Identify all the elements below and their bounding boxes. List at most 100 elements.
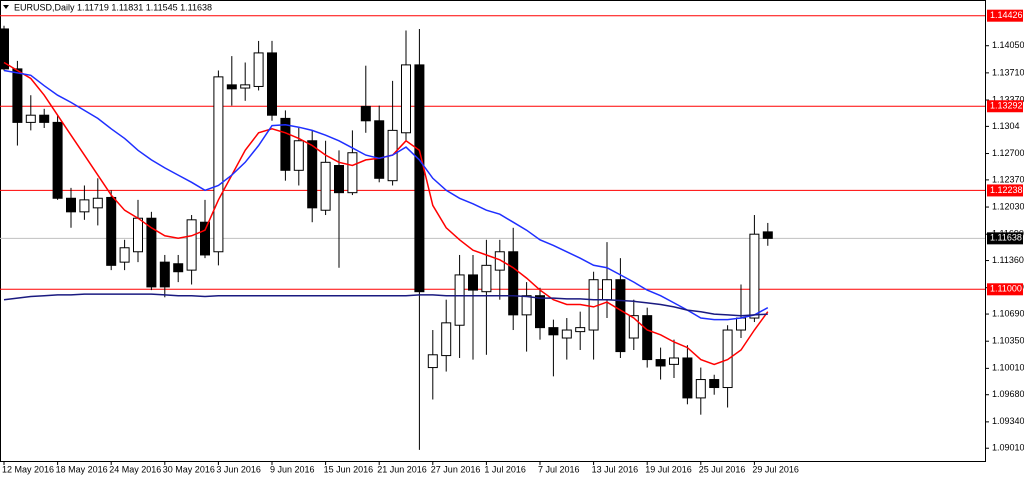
x-tick-label: 30 May 2016 — [163, 464, 215, 474]
candle-body — [427, 354, 438, 369]
y-tick-label: 1.13370 — [992, 94, 1024, 104]
candle-body — [401, 64, 411, 134]
x-tick-label: 1 Jul 2016 — [484, 464, 526, 474]
candle-body — [508, 251, 519, 316]
candle-body — [240, 84, 251, 89]
x-tick-label: 25 Jul 2016 — [699, 464, 746, 474]
price-line-label: 1.11638 — [990, 233, 1022, 243]
candle-body — [628, 315, 639, 339]
level-line-tag — [987, 184, 1023, 197]
candle-body — [320, 161, 331, 211]
candle-body — [293, 140, 304, 171]
candle-body — [0, 28, 9, 70]
y-tick-label: 1.10690 — [992, 308, 1024, 318]
candle-body — [655, 359, 666, 367]
level-line-label: 1.11000 — [990, 284, 1022, 294]
candle-body — [39, 114, 50, 123]
y-tick-label: 1.13710 — [992, 67, 1024, 77]
x-tick-label: 24 May 2016 — [109, 464, 161, 474]
y-tick-label: 1.09010 — [992, 443, 1024, 453]
candle-body — [133, 217, 143, 253]
y-tick-label: 1.10010 — [992, 363, 1024, 373]
candle-body — [669, 357, 679, 365]
candle-body — [186, 219, 197, 271]
level-line-label: 1.12238 — [990, 185, 1023, 195]
x-tick-label: 29 Jul 2016 — [752, 464, 799, 474]
candle-body — [535, 295, 545, 329]
x-tick-label: 3 Jun 2016 — [216, 464, 261, 474]
x-tick-label: 9 Jun 2016 — [270, 464, 315, 474]
candle-body — [521, 295, 532, 316]
candle-body — [159, 261, 170, 288]
level-line-tag — [987, 283, 1023, 296]
x-tick-label: 18 May 2016 — [56, 464, 108, 474]
candle-body — [173, 263, 184, 273]
y-tick-label: 1.14050 — [992, 40, 1024, 50]
candle-body — [548, 327, 559, 336]
candle-body — [374, 120, 385, 179]
candle-body — [213, 76, 224, 253]
candle-body — [736, 317, 746, 331]
y-tick-label: 1.12370 — [992, 174, 1024, 184]
candle-body — [494, 251, 505, 271]
candle-body — [561, 329, 572, 339]
candle-body — [709, 379, 720, 389]
moving-average — [3, 69, 769, 321]
candle-body — [25, 114, 36, 123]
y-tick-label: 1.11360 — [992, 255, 1024, 265]
candle-body — [307, 140, 318, 209]
candle-body — [588, 279, 599, 331]
level-line-label: 1.14426 — [990, 10, 1023, 20]
candle-body — [468, 274, 478, 291]
candle-body — [253, 52, 264, 87]
candle-body — [280, 117, 291, 171]
candle-body — [106, 196, 117, 266]
candle-body — [360, 105, 371, 122]
x-tick-label: 7 Jul 2016 — [538, 464, 580, 474]
level-line-tag — [987, 9, 1023, 22]
candle-body — [119, 247, 130, 263]
y-tick-label: 1.10350 — [992, 336, 1024, 346]
chart-title: EURUSD,Daily 1.11719 1.11831 1.11545 1.1… — [14, 2, 212, 12]
y-tick-label: 1.12700 — [992, 148, 1024, 158]
candle-body — [334, 165, 344, 194]
candle-body — [12, 68, 23, 123]
candle-body — [762, 231, 773, 239]
candle-body — [52, 121, 63, 199]
candle-body — [66, 197, 76, 213]
y-tick-label: 1.12030 — [992, 201, 1024, 211]
candle-body — [615, 279, 626, 353]
candle-body — [481, 264, 492, 293]
candle-body — [146, 217, 157, 288]
moving-average — [3, 293, 768, 317]
x-tick-label: 27 Jun 2016 — [431, 464, 481, 474]
x-tick-label: 21 Jun 2016 — [377, 464, 427, 474]
x-tick-label: 12 May 2016 — [2, 464, 54, 474]
candle-body — [226, 84, 237, 90]
x-tick-label: 13 Jul 2016 — [592, 464, 639, 474]
candle-body — [575, 327, 586, 333]
candle-body — [682, 357, 693, 399]
candle-body — [92, 197, 103, 209]
candle-body — [267, 52, 277, 116]
menu-arrow[interactable] — [3, 5, 9, 9]
price-line-tag — [987, 232, 1023, 245]
y-tick-label: 1.1304 — [992, 121, 1020, 131]
candle-body — [441, 322, 452, 357]
candle-body — [749, 233, 760, 319]
x-tick-label: 19 Jul 2016 — [645, 464, 692, 474]
candle-body — [602, 279, 612, 301]
candle-body — [454, 274, 465, 326]
level-line-tag — [987, 100, 1023, 113]
candle-body — [414, 64, 425, 293]
candle-body — [695, 379, 706, 399]
y-tick-label: 1.09340 — [992, 416, 1024, 426]
x-tick-label: 15 Jun 2016 — [324, 464, 374, 474]
candle-body — [200, 221, 210, 256]
candle-body — [79, 199, 90, 213]
level-line-label: 1.13292 — [990, 101, 1023, 111]
candle-body — [347, 152, 358, 194]
y-tick-label: 1.09680 — [992, 389, 1024, 399]
candle-body — [642, 315, 653, 361]
